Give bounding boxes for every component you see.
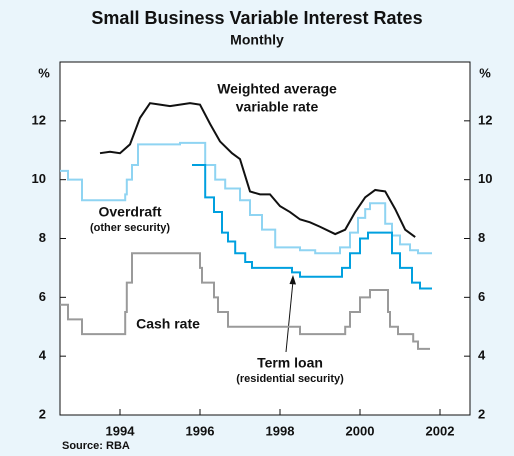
series-line	[192, 163, 432, 290]
y-tick-label: 4	[39, 348, 47, 363]
y2-tick-label: 4	[478, 348, 486, 363]
x-tick-label: 2002	[426, 423, 455, 438]
y-tick-label: 6	[39, 289, 46, 304]
series-note: (other security)	[90, 222, 170, 234]
x-tick-label: 1998	[266, 423, 295, 438]
series-label: Weighted average	[217, 81, 337, 97]
x-tick-label: 2000	[346, 423, 375, 438]
x-tick-label: 1996	[186, 423, 215, 438]
series-line	[60, 141, 432, 255]
series-label: Term loan	[257, 355, 323, 371]
series-label: Overdraft	[98, 204, 161, 220]
chart-title: Small Business Variable Interest Rates	[91, 8, 422, 28]
y2-tick-label: 2	[478, 406, 485, 421]
x-tick-label: 1994	[106, 423, 136, 438]
plot-area	[59, 61, 471, 416]
series-line	[99, 102, 416, 238]
source: Source: RBA	[62, 440, 130, 452]
arrow-line	[285, 280, 294, 353]
series-label: Cash rate	[136, 316, 200, 332]
y2-tick-label: 8	[478, 230, 485, 245]
chart-subtitle: Monthly	[230, 32, 284, 48]
series-line	[60, 252, 430, 350]
y-tick-label: 12	[32, 112, 46, 127]
series-note: (residential security)	[236, 373, 344, 385]
y2-tick-label: 12	[478, 112, 492, 127]
y2-tick-label: 6	[478, 289, 485, 304]
arrow-head	[289, 275, 296, 285]
y2-axis-label: %	[479, 65, 491, 80]
y2-tick-label: 10	[478, 171, 492, 186]
y-tick-label: 2	[39, 406, 46, 421]
y-tick-label: 8	[39, 230, 46, 245]
y-axis-label: %	[38, 65, 50, 80]
y-tick-label: 10	[32, 171, 46, 186]
series-label: variable rate	[236, 99, 319, 115]
